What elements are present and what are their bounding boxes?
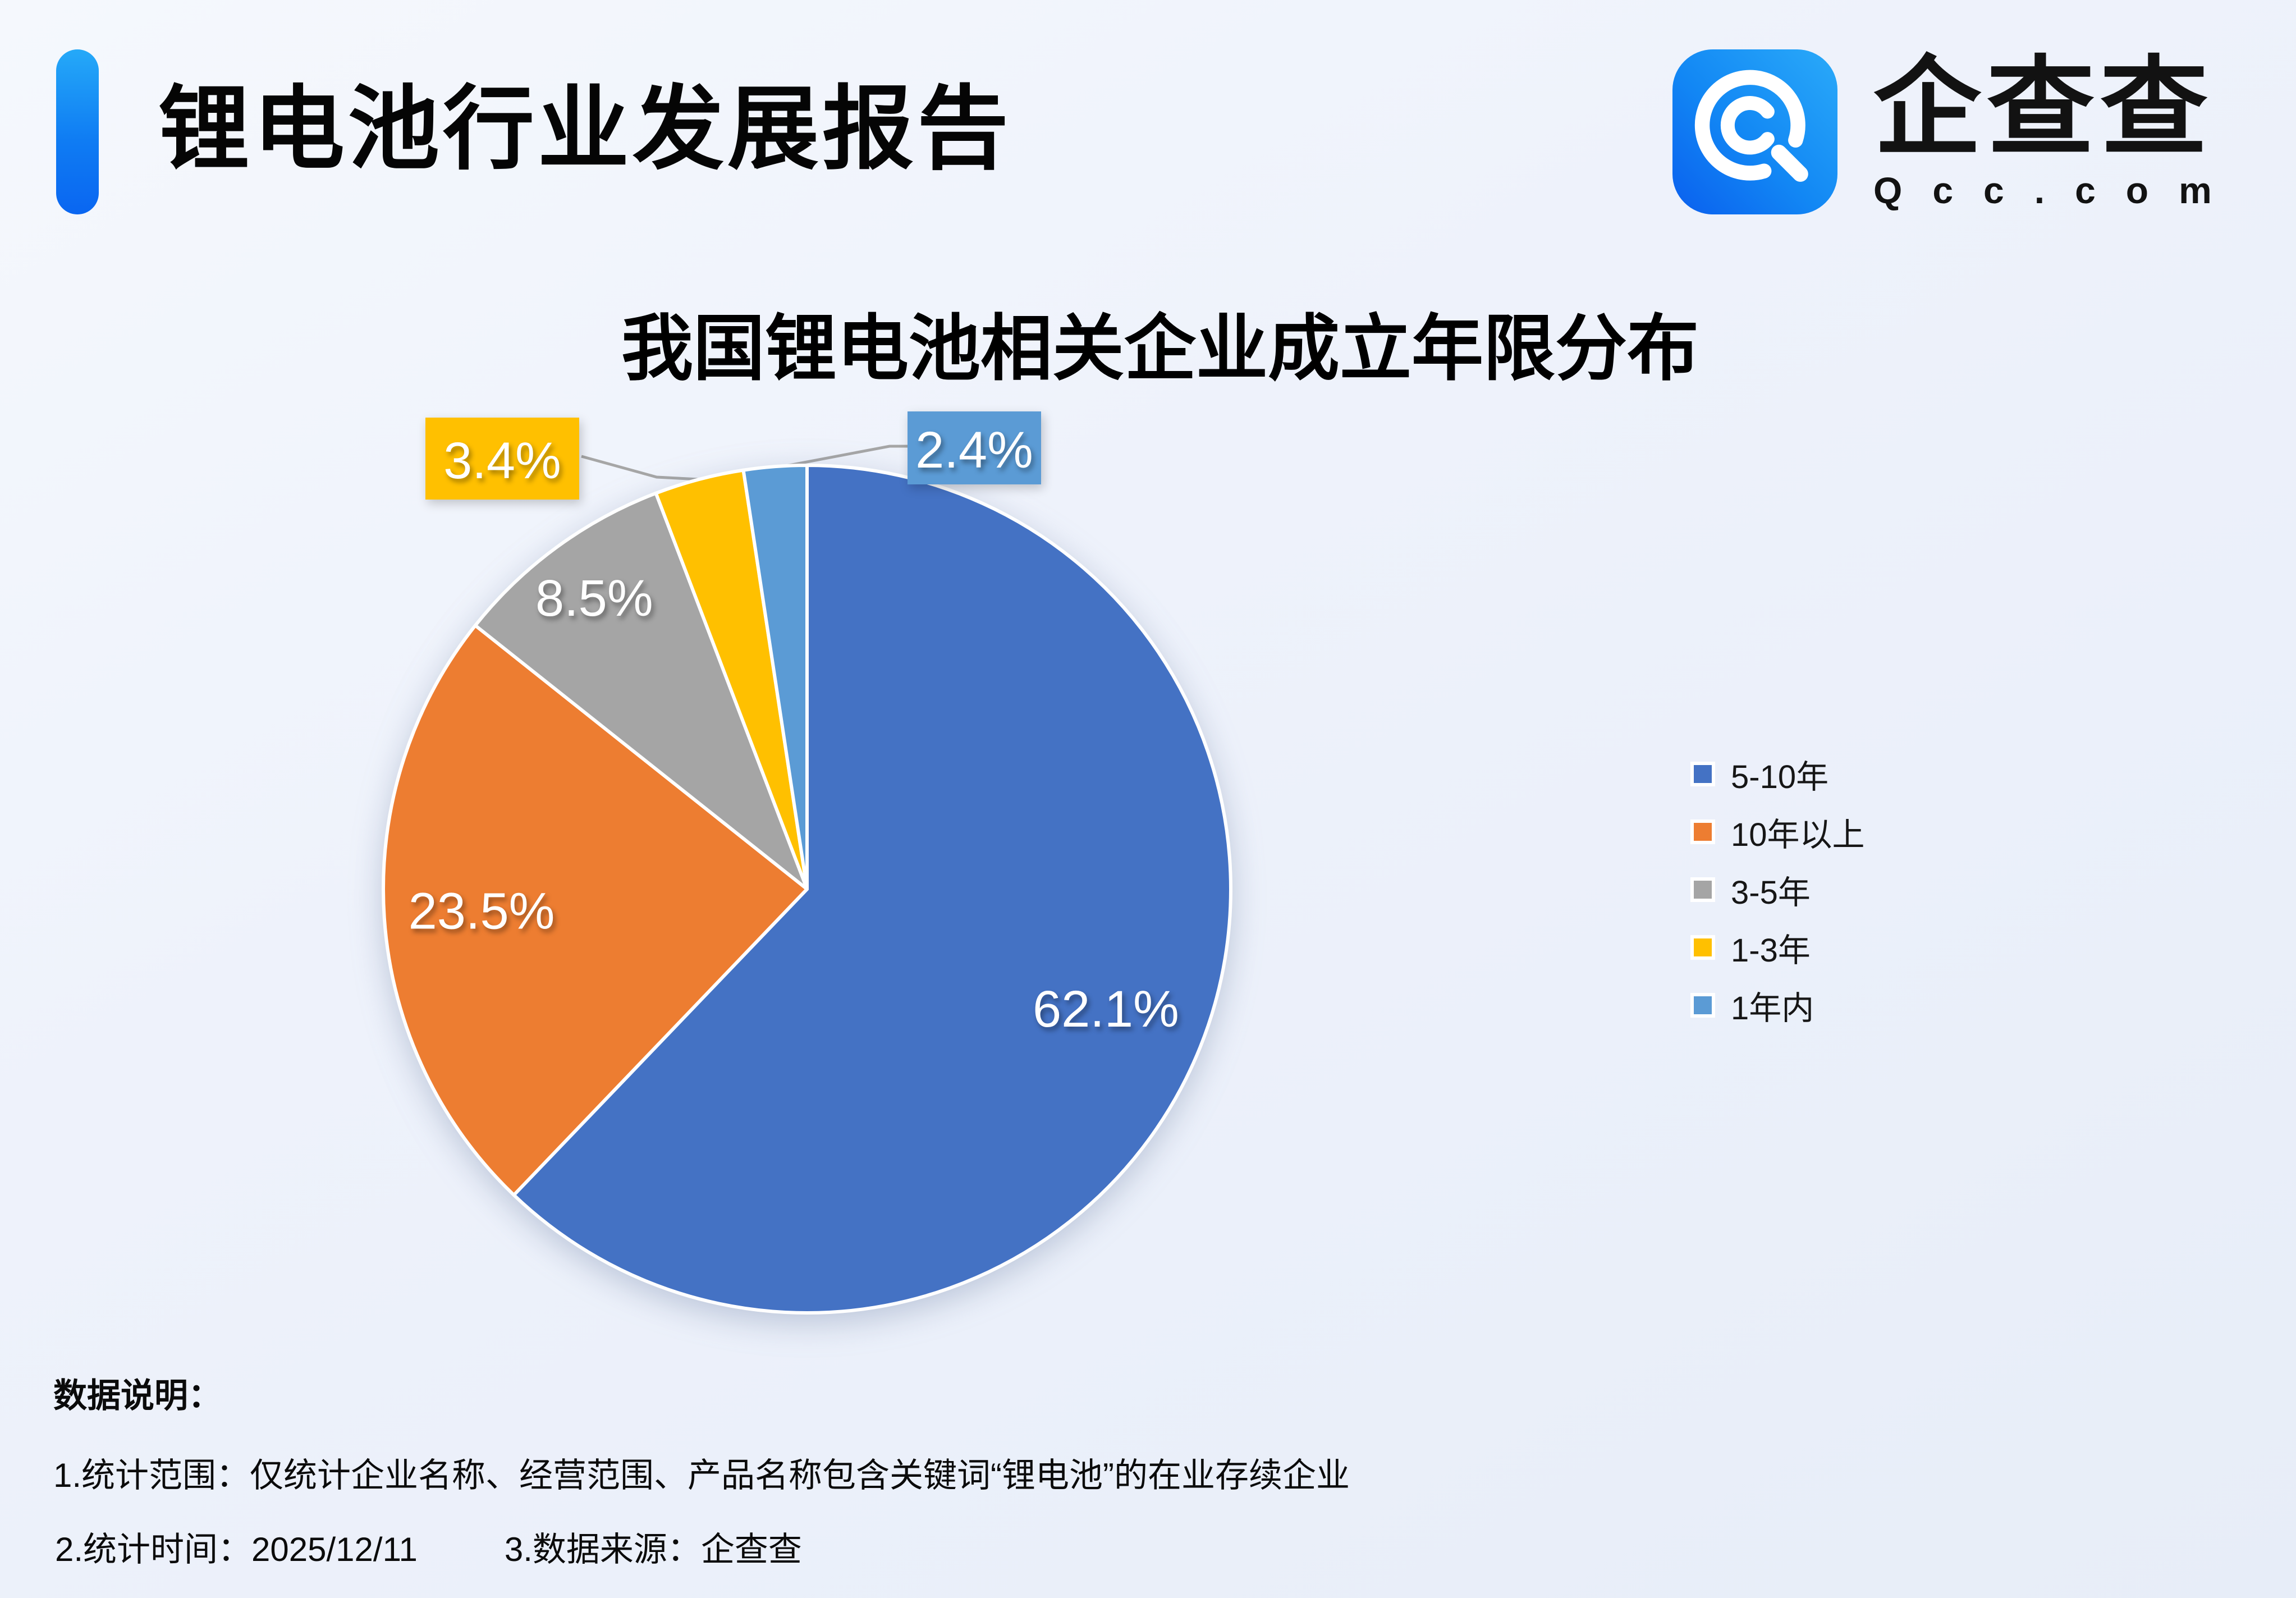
- pie-labels-group: 62.1% 23.5% 8.5% 3.4% 2.4%: [409, 411, 1179, 1038]
- legend-marker-1-3-years: [1690, 935, 1715, 960]
- pie-label-1-3年: 3.4%: [443, 432, 561, 489]
- pie-label-3-5年: 8.5%: [535, 570, 653, 627]
- logo-text-block: 企查查 Qcc.com: [1873, 52, 2238, 209]
- leader-line-1-3年: [581, 455, 699, 481]
- legend-label-within-1-year: 1年内: [1731, 990, 1814, 1027]
- legend-item-within-1-year: 1年内: [1690, 976, 1865, 1034]
- legend-label-3-5-years: 3-5年: [1731, 874, 1811, 911]
- legend-item-5-10-years: 5-10年: [1690, 745, 1865, 803]
- pie-label-5-10年: 62.1%: [1033, 981, 1179, 1038]
- legend-label-1-3-years: 1-3年: [1731, 932, 1811, 969]
- pie-label-1年内: 2.4%: [915, 422, 1033, 479]
- qcc-spiral-q-icon: [1694, 70, 1808, 182]
- legend-marker-within-1-year: [1690, 992, 1715, 1018]
- logo-brand-name: 企查查: [1873, 47, 2213, 168]
- title-accent-bar: [56, 49, 99, 214]
- legend-item-over-10-years: 10年以上: [1690, 803, 1865, 860]
- pie-slice-10年以上: [382, 624, 809, 1197]
- callout-box-1-3年: [425, 418, 579, 500]
- pie-slice-3-5年: [473, 491, 809, 891]
- legend-label-over-10-years: 10年以上: [1731, 816, 1865, 853]
- note-statistics-time: 2.统计时间：2025/12/11: [55, 1531, 418, 1568]
- pie-slice-5-10年: [512, 464, 1232, 1315]
- qcc-logo-icon: [1672, 49, 1837, 214]
- legend-label-5-10-years: 5-10年: [1731, 758, 1829, 795]
- leader-lines-group: [581, 445, 909, 481]
- pie-slices-group: [382, 464, 1232, 1315]
- chart-legend: 5-10年 10年以上 3-5年 1-3年 1年内: [1690, 745, 1865, 1034]
- note-statistics-scope: 1.统计范围：仅统计企业名称、经营范围、产品名称包含关键词“锂电池”的在业存续企…: [53, 1457, 1350, 1494]
- pie-label-10年以上: 23.5%: [409, 882, 555, 940]
- chart-title: 我国锂电池相关企业成立年限分布: [621, 309, 1699, 389]
- legend-marker-5-10-years: [1690, 761, 1715, 786]
- page-title: 锂电池行业发展报告: [158, 77, 1012, 180]
- leader-line-1年内: [780, 445, 909, 469]
- note-line-2: 2.统计时间：2025/12/11 3.数据来源：企查查: [55, 1522, 802, 1571]
- note-data-source: 3.数据来源：企查查: [504, 1531, 802, 1568]
- legend-marker-over-10-years: [1690, 819, 1715, 844]
- legend-marker-3-5-years: [1690, 877, 1715, 902]
- legend-item-1-3-years: 1-3年: [1690, 918, 1865, 976]
- callout-box-1年内: [908, 411, 1041, 484]
- logo-domain: Qcc.com: [1873, 169, 2242, 211]
- legend-item-3-5-years: 3-5年: [1690, 860, 1865, 918]
- pie-slice-1年内: [741, 464, 809, 891]
- notes-heading: 数据说明：: [53, 1377, 222, 1414]
